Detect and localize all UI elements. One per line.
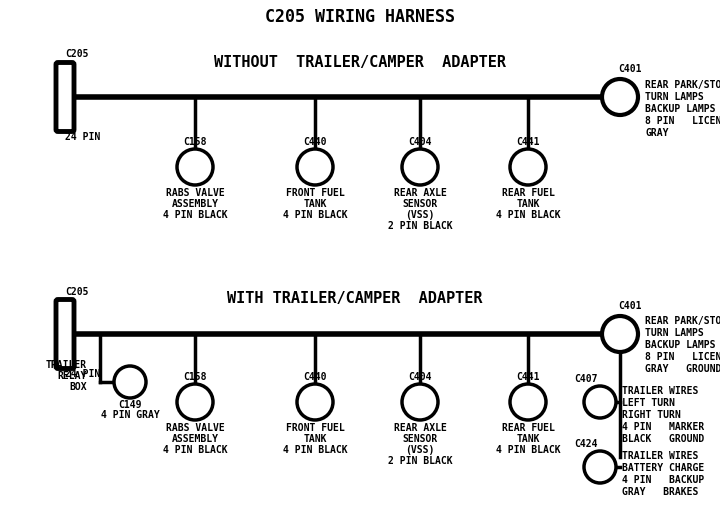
Text: GRAY   GROUND: GRAY GROUND bbox=[645, 364, 720, 374]
Circle shape bbox=[402, 149, 438, 185]
Text: RABS VALVE: RABS VALVE bbox=[166, 188, 225, 198]
Circle shape bbox=[510, 149, 546, 185]
Circle shape bbox=[602, 79, 638, 115]
Text: 4 PIN BLACK: 4 PIN BLACK bbox=[163, 210, 228, 220]
Text: C407: C407 bbox=[575, 374, 598, 384]
Text: BACKUP LAMPS: BACKUP LAMPS bbox=[645, 340, 716, 350]
Text: ASSEMBLY: ASSEMBLY bbox=[171, 199, 218, 209]
Text: WITHOUT  TRAILER/CAMPER  ADAPTER: WITHOUT TRAILER/CAMPER ADAPTER bbox=[214, 54, 506, 69]
Text: C149: C149 bbox=[118, 400, 142, 410]
Text: BLACK   GROUND: BLACK GROUND bbox=[622, 434, 704, 444]
Circle shape bbox=[510, 384, 546, 420]
Circle shape bbox=[584, 451, 616, 483]
Text: C205: C205 bbox=[65, 49, 89, 59]
Circle shape bbox=[114, 366, 146, 398]
Text: REAR AXLE: REAR AXLE bbox=[394, 423, 446, 433]
Text: FRONT FUEL: FRONT FUEL bbox=[286, 423, 344, 433]
Text: C404: C404 bbox=[408, 372, 432, 382]
Text: 4 PIN GRAY: 4 PIN GRAY bbox=[101, 410, 159, 420]
Text: 2 PIN BLACK: 2 PIN BLACK bbox=[387, 456, 452, 466]
Text: FRONT FUEL: FRONT FUEL bbox=[286, 188, 344, 198]
Text: 4 PIN BLACK: 4 PIN BLACK bbox=[283, 210, 347, 220]
Text: TURN LAMPS: TURN LAMPS bbox=[645, 92, 703, 102]
Text: TANK: TANK bbox=[303, 434, 327, 444]
Text: 8 PIN   LICENSE LAMPS: 8 PIN LICENSE LAMPS bbox=[645, 116, 720, 126]
Text: BACKUP LAMPS: BACKUP LAMPS bbox=[645, 104, 716, 114]
Text: C401: C401 bbox=[618, 301, 642, 311]
FancyBboxPatch shape bbox=[56, 299, 74, 369]
Text: WITH TRAILER/CAMPER  ADAPTER: WITH TRAILER/CAMPER ADAPTER bbox=[228, 292, 482, 307]
Text: 4 PIN BLACK: 4 PIN BLACK bbox=[495, 210, 560, 220]
Text: BATTERY CHARGE: BATTERY CHARGE bbox=[622, 463, 704, 473]
Text: TURN LAMPS: TURN LAMPS bbox=[645, 328, 703, 338]
Text: 4 PIN BLACK: 4 PIN BLACK bbox=[495, 445, 560, 455]
Text: GRAY: GRAY bbox=[645, 128, 668, 138]
Text: TRAILER WIRES: TRAILER WIRES bbox=[622, 386, 698, 396]
Text: 24 PIN: 24 PIN bbox=[65, 132, 100, 142]
Circle shape bbox=[602, 316, 638, 352]
Text: ASSEMBLY: ASSEMBLY bbox=[171, 434, 218, 444]
Text: 4 PIN BLACK: 4 PIN BLACK bbox=[163, 445, 228, 455]
Text: TANK: TANK bbox=[516, 434, 540, 444]
Text: REAR FUEL: REAR FUEL bbox=[502, 423, 554, 433]
Text: C205 WIRING HARNESS: C205 WIRING HARNESS bbox=[265, 8, 455, 26]
Text: REAR FUEL: REAR FUEL bbox=[502, 188, 554, 198]
Circle shape bbox=[177, 149, 213, 185]
Text: C401: C401 bbox=[618, 64, 642, 74]
Text: TANK: TANK bbox=[303, 199, 327, 209]
Text: BOX: BOX bbox=[69, 382, 87, 392]
Text: C205: C205 bbox=[65, 287, 89, 297]
Text: 4 PIN BLACK: 4 PIN BLACK bbox=[283, 445, 347, 455]
Text: C158: C158 bbox=[184, 137, 207, 147]
Circle shape bbox=[177, 384, 213, 420]
Text: 4 PIN   MARKER: 4 PIN MARKER bbox=[622, 422, 704, 432]
Text: C440: C440 bbox=[303, 372, 327, 382]
FancyBboxPatch shape bbox=[56, 63, 74, 131]
Text: 8 PIN   LICENSE LAMPS: 8 PIN LICENSE LAMPS bbox=[645, 352, 720, 362]
Text: RIGHT TURN: RIGHT TURN bbox=[622, 410, 680, 420]
Text: TRAILER: TRAILER bbox=[46, 360, 87, 370]
Text: RELAY: RELAY bbox=[58, 371, 87, 381]
Text: C441: C441 bbox=[516, 372, 540, 382]
Text: GRAY   BRAKES: GRAY BRAKES bbox=[622, 487, 698, 497]
Text: SENSOR: SENSOR bbox=[402, 434, 438, 444]
Text: 2 PIN BLACK: 2 PIN BLACK bbox=[387, 221, 452, 231]
Text: TRAILER WIRES: TRAILER WIRES bbox=[622, 451, 698, 461]
Text: C404: C404 bbox=[408, 137, 432, 147]
Text: SENSOR: SENSOR bbox=[402, 199, 438, 209]
Text: C440: C440 bbox=[303, 137, 327, 147]
Circle shape bbox=[402, 384, 438, 420]
Text: REAR AXLE: REAR AXLE bbox=[394, 188, 446, 198]
Text: C158: C158 bbox=[184, 372, 207, 382]
Text: C424: C424 bbox=[575, 439, 598, 449]
Text: (VSS): (VSS) bbox=[405, 210, 435, 220]
Text: 24 PIN: 24 PIN bbox=[65, 369, 100, 379]
Text: TANK: TANK bbox=[516, 199, 540, 209]
Text: 4 PIN   BACKUP: 4 PIN BACKUP bbox=[622, 475, 704, 485]
Text: C441: C441 bbox=[516, 137, 540, 147]
Circle shape bbox=[297, 149, 333, 185]
Text: (VSS): (VSS) bbox=[405, 445, 435, 455]
Text: REAR PARK/STOP: REAR PARK/STOP bbox=[645, 316, 720, 326]
Text: RABS VALVE: RABS VALVE bbox=[166, 423, 225, 433]
Circle shape bbox=[584, 386, 616, 418]
Text: LEFT TURN: LEFT TURN bbox=[622, 398, 675, 408]
Text: REAR PARK/STOP: REAR PARK/STOP bbox=[645, 80, 720, 90]
Circle shape bbox=[297, 384, 333, 420]
